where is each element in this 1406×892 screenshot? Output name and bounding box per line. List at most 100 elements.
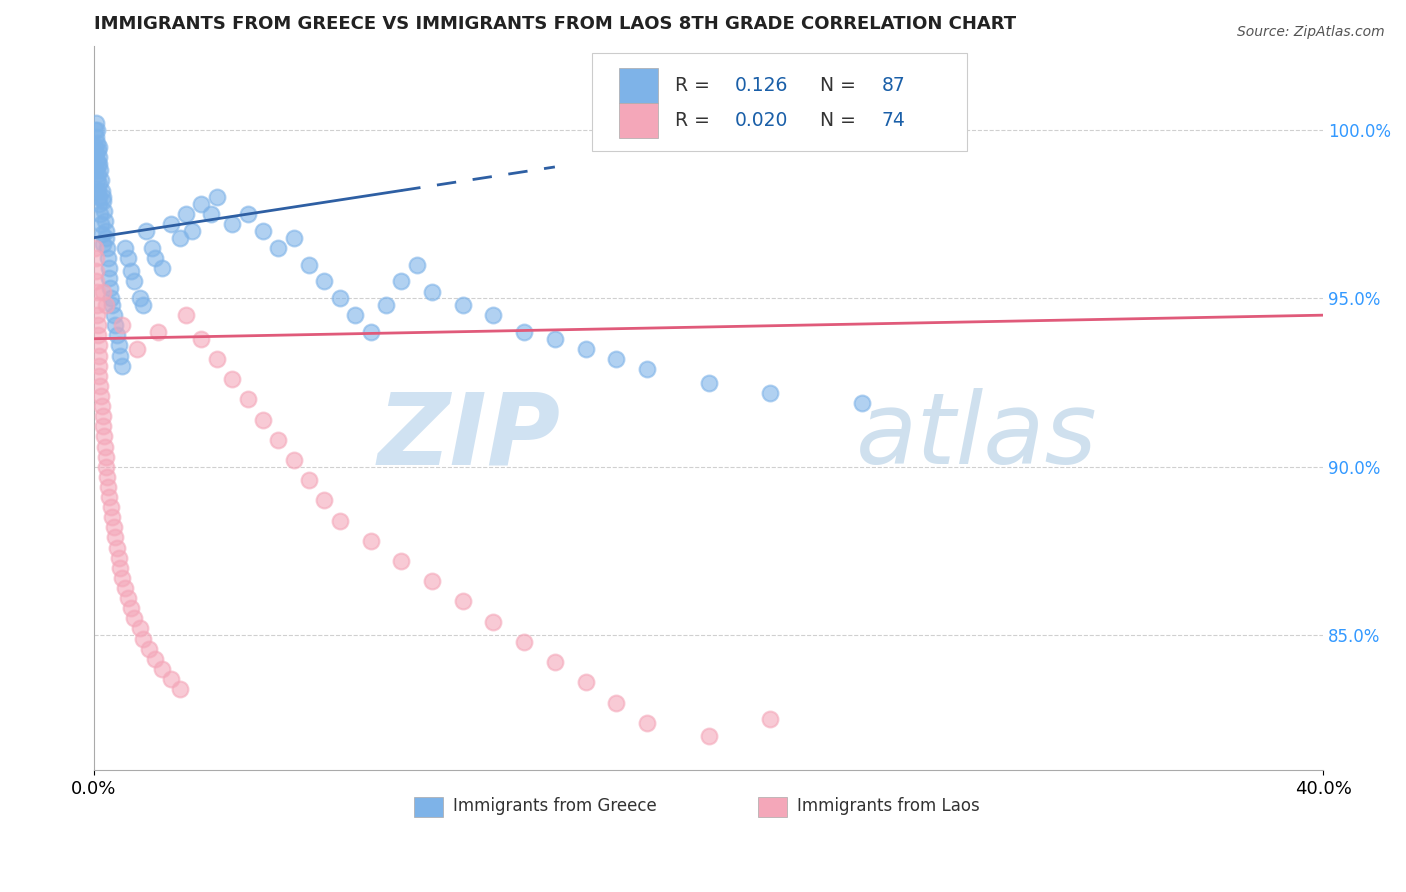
Point (96, 470, 118, 484)
FancyBboxPatch shape (413, 797, 443, 817)
Point (108, 349, 131, 363)
Point (97, 260, 120, 275)
Point (101, 510, 124, 524)
Point (205, 190, 228, 204)
Point (120, 601, 142, 615)
Point (298, 473, 321, 487)
Point (150, 260, 173, 275)
Point (252, 224, 274, 238)
Point (141, 241, 163, 255)
Point (169, 230, 191, 244)
Point (98, 281, 121, 295)
Point (148, 325, 170, 339)
Point (101, 298, 124, 312)
Point (96, 230, 118, 244)
Point (636, 362, 658, 376)
Point (159, 672, 181, 686)
Text: IMMIGRANTS FROM GREECE VS IMMIGRANTS FROM LAOS 8TH GRADE CORRELATION CHART: IMMIGRANTS FROM GREECE VS IMMIGRANTS FRO… (94, 15, 1017, 33)
Point (91, 285, 114, 299)
Point (125, 342, 148, 356)
Point (89, 177, 111, 191)
Point (103, 520, 125, 534)
Point (420, 285, 443, 299)
Point (84, 264, 107, 278)
Point (98, 271, 121, 285)
Point (221, 372, 243, 386)
Point (103, 308, 125, 322)
Point (851, 396, 873, 410)
Point (100, 291, 122, 305)
Point (759, 712, 782, 726)
Point (86, 156, 108, 170)
Point (697, 729, 720, 743)
Point (329, 291, 352, 305)
Point (360, 533, 382, 548)
Point (329, 514, 352, 528)
Point (221, 217, 243, 231)
Point (87, 167, 110, 181)
Point (86, 285, 108, 299)
Point (150, 662, 173, 676)
Point (697, 376, 720, 390)
Point (93, 429, 115, 443)
Point (138, 641, 160, 656)
Point (90, 184, 112, 198)
Point (87, 349, 110, 363)
Point (96, 459, 118, 474)
Point (344, 308, 367, 322)
FancyBboxPatch shape (758, 797, 787, 817)
Point (114, 241, 136, 255)
Point (86, 129, 108, 144)
Point (759, 385, 782, 400)
Point (108, 561, 131, 575)
Point (252, 412, 274, 426)
Point (100, 500, 122, 515)
Point (84, 251, 107, 265)
Point (87, 190, 110, 204)
Point (87, 139, 110, 153)
Point (91, 237, 114, 252)
Text: Immigrants from Greece: Immigrants from Greece (453, 797, 657, 815)
Point (86, 173, 108, 187)
Point (283, 453, 305, 467)
Point (389, 554, 412, 568)
Point (86, 308, 108, 322)
Point (89, 163, 111, 178)
Point (159, 217, 181, 231)
Point (98, 490, 121, 504)
Point (86, 298, 108, 312)
Point (91, 190, 114, 204)
Text: R =: R = (675, 111, 716, 129)
Text: 74: 74 (882, 111, 905, 129)
Point (114, 581, 136, 595)
Point (105, 328, 128, 343)
Point (96, 298, 118, 312)
Point (94, 450, 117, 464)
Point (86, 123, 108, 137)
Point (84, 116, 107, 130)
Point (89, 379, 111, 393)
Point (107, 338, 129, 352)
Point (89, 359, 111, 373)
Point (298, 258, 321, 272)
Point (89, 368, 111, 383)
Point (132, 632, 155, 646)
Point (451, 594, 474, 608)
Point (236, 207, 259, 221)
Point (97, 480, 120, 494)
Point (107, 550, 129, 565)
Point (513, 325, 536, 339)
FancyBboxPatch shape (619, 68, 658, 103)
Point (122, 611, 145, 625)
Point (93, 214, 115, 228)
Point (117, 591, 139, 606)
Point (513, 635, 536, 649)
Point (93, 440, 115, 454)
Text: 0.126: 0.126 (734, 76, 787, 95)
Point (200, 207, 222, 221)
Point (389, 275, 412, 289)
Text: Immigrants from Laos: Immigrants from Laos (797, 797, 980, 815)
Text: R =: R = (675, 76, 716, 95)
Text: Source: ZipAtlas.com: Source: ZipAtlas.com (1237, 25, 1385, 39)
Point (87, 338, 110, 352)
